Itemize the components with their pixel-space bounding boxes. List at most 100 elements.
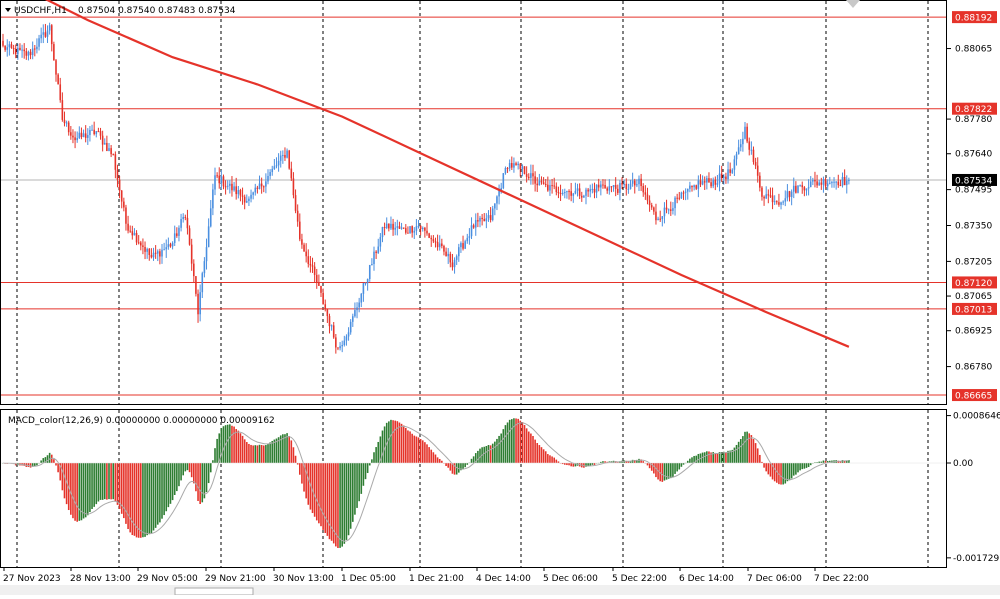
candle-body (29, 51, 32, 56)
candle-body (812, 179, 814, 182)
macd-bar (689, 458, 691, 463)
candle-body (538, 180, 541, 186)
candle-body (112, 154, 115, 156)
candle-body (292, 178, 295, 196)
macd-bar (848, 460, 850, 463)
candle-body (337, 347, 339, 349)
macd-bar (604, 461, 606, 463)
candle-body (201, 273, 204, 293)
candle-body (347, 332, 350, 337)
macd-bar (381, 430, 384, 463)
macd-bar (80, 463, 83, 521)
x-tick-label: 5 Dec 06:00 (543, 574, 598, 584)
candle-body (197, 293, 199, 315)
candle-body (430, 237, 433, 240)
macd-bar (396, 421, 399, 463)
macd-bar (653, 463, 655, 474)
macd-bar (131, 463, 134, 536)
candle-body (169, 244, 172, 247)
macd-bar (487, 445, 490, 463)
macd-bar (447, 463, 449, 468)
chart-menu-icon[interactable] (5, 8, 11, 12)
candle-body (483, 218, 486, 222)
macd-bar (750, 435, 753, 463)
macd-bar (417, 437, 420, 463)
candle-body (110, 148, 112, 155)
candle-body (190, 244, 193, 264)
macd-bar (265, 445, 267, 463)
macd-bar (243, 439, 246, 463)
candle-body (491, 208, 494, 220)
candle-body (140, 242, 142, 246)
macd-bar (106, 463, 108, 500)
candle-body (320, 285, 322, 293)
x-tick-label: 1 Dec 05:00 (341, 574, 396, 584)
macd-bar (144, 463, 146, 537)
candle-body (631, 180, 634, 184)
macd-y-tick-label: -0.0017297 (953, 554, 1000, 564)
macd-bar (763, 463, 765, 468)
macd-bar (816, 462, 818, 463)
y-tick-label: 0.87495 (955, 186, 992, 196)
macd-bar (477, 450, 479, 463)
candle-body (279, 155, 282, 161)
macd-bar (375, 447, 377, 463)
macd-bar (114, 463, 117, 502)
candle-body (231, 183, 233, 191)
candle-body (689, 185, 691, 189)
macd-bar (307, 463, 310, 505)
candle-body (792, 185, 795, 192)
level-label: 0.86665 (955, 392, 992, 402)
macd-bar (843, 460, 846, 463)
candle-body (360, 293, 363, 303)
candle-body (797, 185, 799, 193)
candle-body (447, 253, 449, 257)
candle-body (252, 192, 254, 195)
candle-body (564, 192, 566, 194)
macd-bar (693, 455, 695, 463)
candle-body (835, 181, 837, 183)
candle-body (536, 183, 539, 186)
candle-body (710, 182, 712, 187)
macd-bar (123, 463, 125, 519)
macd-bar (59, 463, 62, 481)
candle-body (288, 150, 290, 169)
candle-body (131, 231, 134, 236)
x-tick-label: 1 Dec 21:00 (409, 574, 464, 584)
candle-body (74, 137, 76, 141)
moving-average (44, 0, 850, 348)
candle-body (695, 185, 698, 189)
candle-body (159, 251, 161, 257)
candle-body (659, 218, 661, 220)
macd-bar (193, 463, 195, 484)
macd-bar (511, 419, 513, 463)
candle-body (207, 226, 210, 248)
candle-body (156, 251, 159, 254)
macd-bar (534, 439, 536, 463)
candle-body (343, 340, 346, 346)
candle-body (436, 241, 439, 248)
scroll-arrow-icon[interactable] (846, 0, 860, 8)
candle-body (203, 261, 206, 274)
candle-body (8, 44, 11, 48)
candle-body (23, 49, 25, 52)
candle-body (163, 249, 165, 251)
candle-body (260, 183, 263, 187)
macd-signal-line (2, 422, 849, 542)
macd-bar (299, 463, 301, 475)
candle-body (123, 201, 125, 208)
candle-body (697, 180, 700, 189)
macd-bar (290, 440, 293, 463)
macd-bar (564, 463, 566, 465)
candle-body (602, 184, 604, 186)
candle-body (184, 217, 187, 219)
candle-body (176, 233, 178, 236)
candle-body (653, 207, 655, 212)
candle-body (455, 256, 458, 260)
macd-bar (434, 454, 437, 463)
candle-body (532, 173, 534, 177)
candle-body (42, 32, 45, 35)
chart-tab[interactable] (174, 587, 254, 596)
